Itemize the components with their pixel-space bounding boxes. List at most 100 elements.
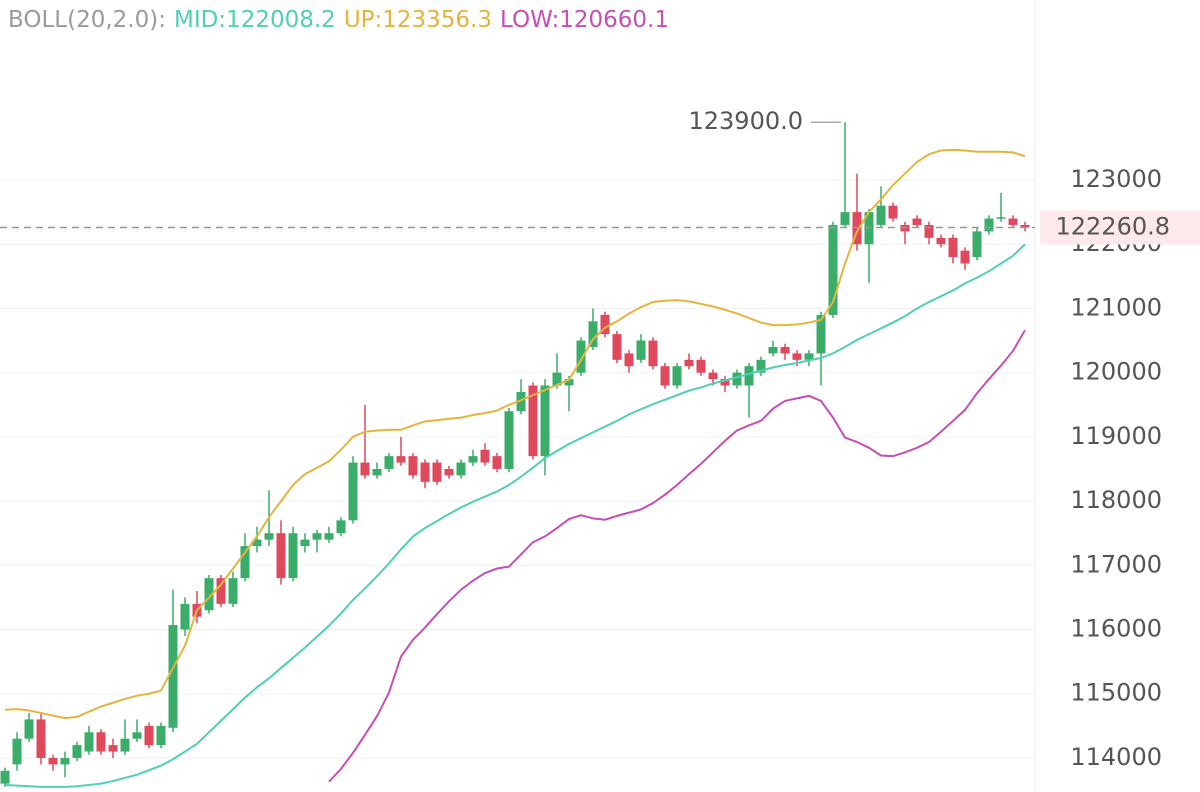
candle-body	[36, 719, 46, 758]
y-tick-label: 119000	[1070, 422, 1162, 450]
candle-body	[648, 340, 658, 367]
candle-body	[108, 745, 118, 752]
candle-body	[624, 353, 634, 367]
candle-body	[444, 468, 454, 476]
candle-body	[432, 462, 442, 482]
candle-body	[384, 456, 394, 469]
candle-body	[888, 205, 898, 219]
plot-area	[0, 122, 1030, 788]
candle-body	[96, 732, 106, 752]
candle-body	[0, 770, 10, 784]
candle-body	[588, 321, 598, 347]
band-line	[4, 243, 1026, 788]
y-tick-label: 120000	[1070, 358, 1162, 386]
candle-body	[912, 218, 922, 225]
candle-body	[840, 212, 850, 225]
candle-body	[348, 462, 358, 521]
candle-body	[540, 385, 550, 457]
candle-body	[768, 346, 778, 354]
candle-body	[120, 738, 130, 752]
last-price-badge	[1040, 210, 1200, 245]
candle-body	[696, 359, 706, 373]
candle-body	[804, 353, 814, 360]
candle-body	[180, 603, 190, 630]
band-line	[4, 148, 1026, 720]
y-tick-label: 117000	[1070, 550, 1162, 578]
y-tick-label: 116000	[1070, 615, 1162, 643]
candle-body	[300, 539, 310, 547]
candle-body	[456, 462, 466, 476]
candle-body	[240, 546, 250, 579]
candle-body	[828, 224, 838, 315]
candle-body	[960, 250, 970, 264]
candle-body	[492, 456, 502, 469]
candle-body	[996, 217, 1006, 219]
candle-body	[216, 578, 226, 604]
max-marker-label: 123900.0	[688, 107, 803, 135]
candle-body	[756, 359, 766, 373]
candle-body	[552, 372, 562, 386]
candle-body	[72, 745, 82, 758]
candle-body	[408, 456, 418, 476]
candle-body	[516, 391, 526, 412]
candle-body	[672, 366, 682, 386]
legend-entry: LOW:120660.1	[500, 7, 669, 33]
candle-body	[984, 218, 994, 232]
y-tick-label: 118000	[1070, 486, 1162, 514]
legend-entry: MID:122008.2	[174, 7, 336, 33]
candle-body	[972, 231, 982, 258]
y-tick-label: 115000	[1070, 679, 1162, 707]
legend-entry: UP:123356.3	[344, 7, 492, 33]
candle-body	[168, 625, 178, 728]
candle-body	[156, 725, 166, 746]
candle-body	[720, 379, 730, 386]
candle-body	[276, 533, 286, 579]
band-line	[328, 329, 1026, 783]
candle-body	[684, 359, 694, 367]
candle-body	[264, 533, 274, 540]
candle-body	[780, 346, 790, 354]
candle-body	[708, 372, 718, 380]
candle-body	[660, 366, 670, 386]
candle-body	[396, 456, 406, 463]
candle-body	[84, 732, 94, 752]
candle-body	[12, 738, 22, 765]
legend: BOLL(20,2.0): MID:122008.2 UP:123356.3 LOW:…	[8, 7, 669, 33]
legend-entry: BOLL(20,2.0):	[8, 7, 166, 33]
candle-body	[876, 205, 886, 225]
candle-body	[936, 237, 946, 245]
candle-body	[324, 533, 334, 540]
candle-body	[504, 411, 514, 469]
candle-body	[1020, 224, 1030, 228]
candle-body	[372, 468, 382, 476]
candle-body	[948, 237, 958, 258]
candle-body	[288, 533, 298, 579]
candle-body	[744, 366, 754, 386]
candle-body	[204, 578, 214, 611]
last-price-label: 122260.8	[1055, 212, 1170, 240]
candle-body	[132, 732, 142, 739]
candle-body	[732, 372, 742, 386]
candle-body	[312, 533, 322, 540]
y-tick-label: 121000	[1070, 293, 1162, 321]
candle-body	[612, 334, 622, 360]
candle-body	[792, 353, 802, 360]
candle-body	[576, 340, 586, 373]
candle-body	[816, 314, 826, 354]
candle-body	[1008, 218, 1018, 225]
candle-body	[564, 379, 574, 386]
candle-body	[636, 340, 646, 360]
candle-body	[252, 539, 262, 547]
candle-body	[144, 725, 154, 746]
candle-body	[480, 449, 490, 463]
y-tick-label: 123000	[1070, 165, 1162, 193]
candle-body	[24, 719, 34, 739]
candle-body	[468, 456, 478, 463]
candle-body	[924, 224, 934, 238]
candle-body	[336, 520, 346, 534]
candle-body	[420, 462, 430, 482]
candle-body	[528, 385, 538, 457]
candle-body	[60, 757, 70, 765]
